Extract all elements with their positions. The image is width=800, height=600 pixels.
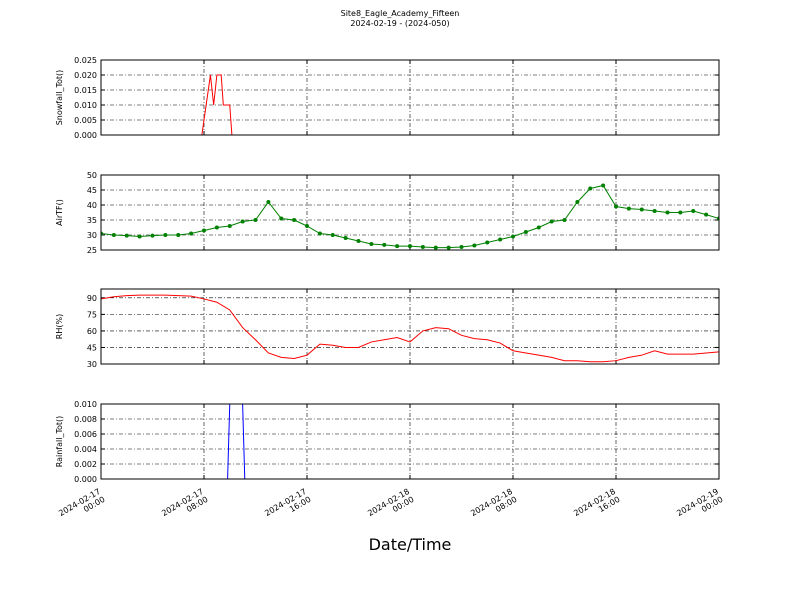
y-axis-label: AirTF() <box>55 199 64 226</box>
y-tick-label: 90 <box>87 294 97 303</box>
data-line <box>101 74 719 135</box>
plot-frame <box>100 59 720 136</box>
data-point <box>343 236 348 240</box>
x-tick-label: 2024-02-1808:00 <box>469 487 518 526</box>
data-point <box>639 207 644 212</box>
data-point <box>459 245 464 249</box>
data-point <box>511 234 515 239</box>
data-point <box>433 245 438 250</box>
data-point <box>575 200 580 204</box>
data-point <box>408 244 412 249</box>
data-point <box>652 209 657 213</box>
data-point <box>626 206 631 211</box>
plot-frame <box>100 288 720 365</box>
y-axis-label: Rainfall_Tot() <box>55 416 64 468</box>
data-point <box>588 186 593 191</box>
x-tick-label: 2024-02-1816:00 <box>572 487 621 526</box>
y-tick-label: 45 <box>87 186 97 195</box>
data-point <box>137 234 142 239</box>
y-tick-label: 0.010 <box>74 400 97 409</box>
data-point <box>472 243 477 248</box>
y-tick-label: 0.008 <box>74 415 97 424</box>
y-tick-label: 35 <box>87 216 97 225</box>
y-tick-label: 0.005 <box>74 116 97 125</box>
y-tick-label: 0.000 <box>74 475 97 484</box>
y-tick-label: 0.015 <box>74 86 97 95</box>
y-tick-label: 0.006 <box>74 430 97 439</box>
x-tick-label: 2024-02-1700:00 <box>57 487 106 526</box>
y-tick-label: 30 <box>87 231 97 240</box>
y-tick-label: 40 <box>87 201 97 210</box>
data-point <box>420 245 425 249</box>
data-point <box>279 216 284 221</box>
data-point <box>202 228 206 233</box>
data-point <box>111 233 116 237</box>
y-tick-label: 75 <box>87 310 97 319</box>
plot-frame <box>100 403 720 480</box>
data-point <box>189 231 194 236</box>
y-tick-label: 0.010 <box>74 101 97 110</box>
data-point <box>446 245 451 250</box>
data-point <box>678 210 683 215</box>
data-point <box>292 218 297 222</box>
data-point <box>176 233 181 237</box>
y-tick-label: 50 <box>87 171 97 180</box>
y-tick-label: 0.020 <box>74 71 97 80</box>
data-point <box>536 225 541 230</box>
x-tick-label: 2024-02-1800:00 <box>366 487 415 526</box>
data-point <box>356 239 361 243</box>
data-point <box>549 219 554 224</box>
data-point <box>163 233 168 237</box>
data-point <box>601 183 606 188</box>
x-tick-label: 2024-02-1900:00 <box>675 487 724 526</box>
data-point <box>305 224 309 228</box>
data-point <box>395 244 400 249</box>
data-point <box>485 240 490 245</box>
y-tick-label: 60 <box>87 327 97 336</box>
data-point <box>150 233 155 238</box>
y-axis-label: Snowfall_Tot() <box>55 70 64 126</box>
y-tick-label: 25 <box>87 246 97 255</box>
x-axis-label: Date/Time <box>369 535 452 554</box>
data-point <box>562 218 567 222</box>
data-point <box>330 233 335 237</box>
data-point <box>214 225 219 230</box>
y-tick-label: 0.025 <box>74 56 97 65</box>
data-point <box>240 219 245 224</box>
y-tick-label: 45 <box>87 343 97 352</box>
data-point <box>317 231 322 236</box>
data-point <box>369 242 374 246</box>
y-tick-label: 30 <box>87 360 97 369</box>
data-point <box>691 209 696 213</box>
data-point <box>227 224 232 228</box>
chart-subtitle: 2024-02-19 - (2024-050) <box>350 19 449 28</box>
y-tick-label: 0.000 <box>74 131 97 140</box>
data-point <box>266 200 271 204</box>
chart-title: Site8_Eagle_Academy_Fifteen <box>341 9 460 18</box>
y-tick-label: 0.002 <box>74 460 97 469</box>
data-point <box>253 218 258 222</box>
plot-frame <box>100 174 720 251</box>
data-line <box>101 294 719 363</box>
data-point <box>704 212 709 217</box>
data-point <box>614 204 618 209</box>
data-point <box>523 230 528 234</box>
data-point <box>665 210 670 215</box>
x-tick-label: 2024-02-1708:00 <box>160 487 209 526</box>
x-tick-label: 2024-02-1716:00 <box>263 487 312 526</box>
data-point <box>498 237 503 242</box>
y-tick-label: 0.004 <box>74 445 97 454</box>
data-point <box>382 242 387 247</box>
data-point <box>124 233 129 238</box>
y-axis-label: RH(%) <box>55 314 64 339</box>
